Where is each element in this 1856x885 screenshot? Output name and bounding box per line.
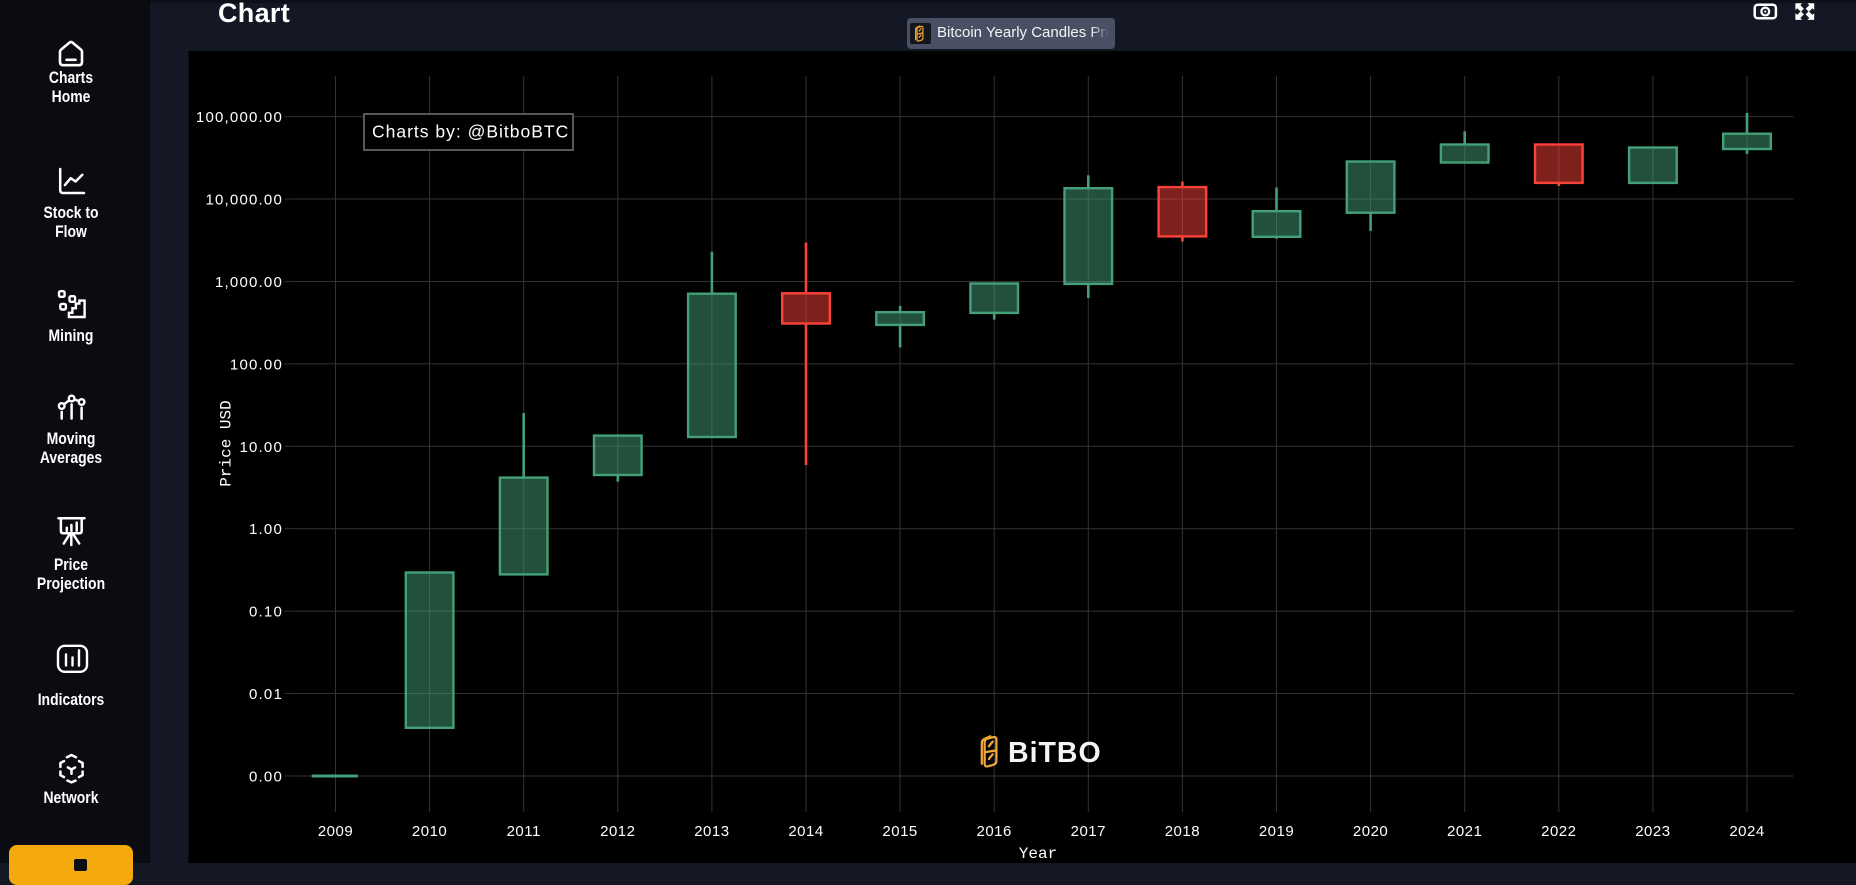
svg-text:2011: 2011 (507, 823, 541, 840)
svg-text:Year: Year (1019, 845, 1057, 863)
svg-text:2022: 2022 (1541, 823, 1576, 840)
svg-text:Price USD: Price USD (218, 400, 236, 486)
svg-text:1,000.00: 1,000.00 (215, 274, 283, 291)
svg-text:2017: 2017 (1071, 823, 1106, 840)
svg-text:100,000.00: 100,000.00 (196, 109, 283, 126)
svg-text:2012: 2012 (600, 823, 635, 840)
svg-text:0.00: 0.00 (249, 768, 283, 785)
svg-text:1.00: 1.00 (249, 521, 283, 538)
svg-text:10,000.00: 10,000.00 (205, 192, 283, 209)
svg-text:2019: 2019 (1259, 823, 1294, 840)
svg-text:2020: 2020 (1353, 823, 1388, 840)
svg-text:2016: 2016 (977, 823, 1012, 840)
svg-text:0.10: 0.10 (249, 604, 283, 621)
svg-text:2009: 2009 (318, 823, 353, 840)
svg-text:2023: 2023 (1635, 823, 1670, 840)
svg-text:100.00: 100.00 (230, 356, 283, 373)
svg-text:2015: 2015 (882, 823, 917, 840)
svg-text:2014: 2014 (788, 823, 823, 840)
svg-text:0.01: 0.01 (249, 686, 283, 703)
svg-text:2018: 2018 (1165, 823, 1200, 840)
svg-text:2024: 2024 (1729, 823, 1764, 840)
svg-text:Charts by: @BitboBTC: Charts by: @BitboBTC (372, 122, 569, 142)
svg-text:10.00: 10.00 (239, 439, 283, 456)
svg-text:2021: 2021 (1447, 823, 1482, 840)
svg-text:BiTBO: BiTBO (1008, 737, 1102, 769)
svg-text:2013: 2013 (694, 823, 729, 840)
svg-text:2010: 2010 (412, 823, 447, 840)
